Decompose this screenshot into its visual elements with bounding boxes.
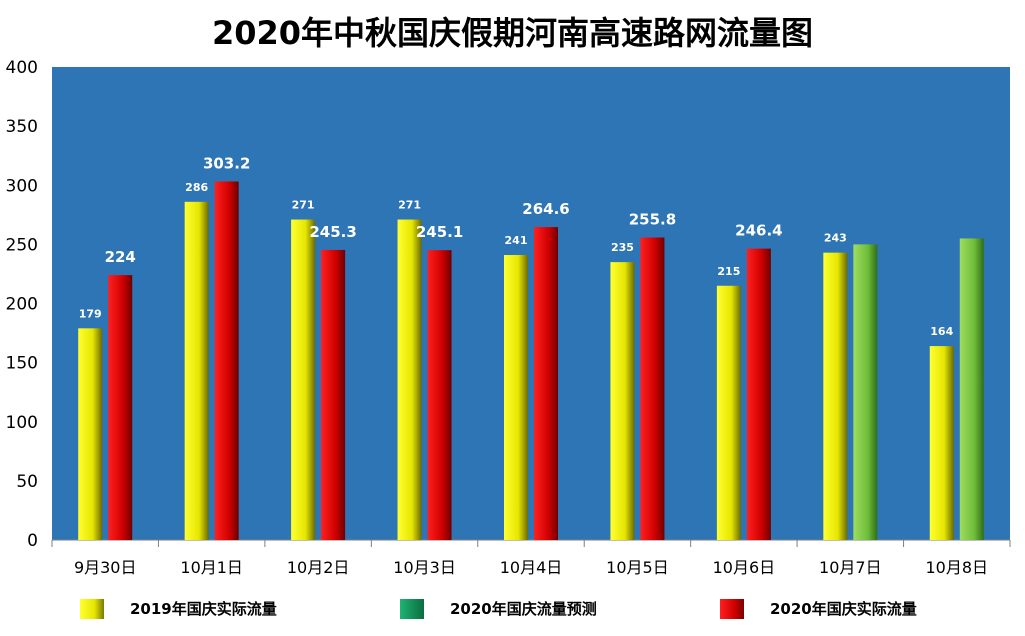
bar-2020-actual	[534, 227, 558, 540]
data-label-2020: 303.2	[203, 154, 250, 172]
bar-2019-actual	[504, 255, 528, 540]
y-tick-label: 100	[6, 413, 38, 433]
y-tick-label: 200	[6, 295, 38, 315]
data-label-2020: 264.6	[522, 200, 569, 218]
legend-label: 2020年国庆实际流量	[770, 600, 917, 618]
data-label-2019: 179	[79, 307, 102, 320]
data-label-2020: 245.3	[309, 223, 356, 241]
bar-2019-actual	[184, 201, 209, 540]
y-tick-label: 350	[6, 117, 38, 137]
legend-item-2020-forecast: 2020年国庆流量预测	[400, 598, 597, 619]
bar-2019-actual	[291, 219, 316, 541]
legend-swatch-red	[720, 598, 744, 619]
legend-label: 2019年国庆实际流量	[130, 600, 277, 618]
y-tick-label: 0	[27, 531, 38, 551]
y-tick-label: 150	[6, 354, 38, 374]
y-axis: 0 50 100 150 200 250 300 350 400	[6, 58, 1010, 551]
bar-2019-actual	[929, 346, 954, 540]
bar-chart: 0 50 100 150 200 250 300 350 400 9月30日 10月1日 10月2日…	[6, 58, 1011, 577]
bar-2019-actual	[78, 328, 103, 540]
x-tick-label: 10月3日	[393, 558, 456, 577]
data-label-2020: 246.4	[735, 222, 782, 240]
bar-2020-actual	[108, 275, 133, 540]
y-tick-label: 300	[6, 176, 38, 196]
legend-label: 2020年国庆流量预测	[450, 600, 597, 618]
data-label-2019: 164	[930, 325, 953, 338]
x-tick-label: 10月8日	[926, 558, 989, 577]
plot-area	[52, 67, 1010, 540]
x-axis: 9月30日 10月1日 10月2日 10月3日 10月4日 10月5日 10月6日 10月7日…	[51, 540, 1011, 577]
data-label-2019: 286	[185, 181, 208, 194]
bar-2019-actual	[823, 252, 848, 540]
legend-item-2020-actual: 2020年国庆实际流量	[720, 598, 917, 619]
bar-2020-actual	[427, 250, 452, 540]
bar-2020-actual	[321, 249, 346, 541]
data-labels: 179 224 286 303.2 271 245.3 271 245.1 241 264.6 23…	[79, 154, 954, 338]
data-label-2019: 215	[717, 265, 740, 278]
x-tick-label: 10月6日	[713, 558, 776, 577]
y-tick-label: 250	[6, 235, 38, 255]
y-tick-label: 400	[6, 58, 38, 78]
legend-item-2019-actual: 2019年国庆实际流量	[80, 598, 277, 619]
bar-2020-actual	[214, 181, 239, 540]
bar-2019-actual	[610, 262, 635, 540]
bar-2019-actual	[716, 285, 741, 540]
x-tick-label: 10月5日	[606, 558, 669, 577]
x-tick-label: 9月30日	[74, 558, 137, 577]
chart-title: 2020年中秋国庆假期河南高速路网流量图	[211, 14, 814, 52]
bar-2020-actual	[746, 248, 771, 540]
data-label-2020: 245.1	[416, 223, 463, 241]
bars	[78, 181, 984, 541]
legend-swatch-green	[400, 598, 424, 619]
data-label-2020: 224	[105, 248, 136, 266]
data-label-2019: 271	[398, 199, 421, 212]
x-tick-label: 10月2日	[287, 558, 350, 577]
data-label-2019: 271	[292, 199, 315, 212]
bar-2019-actual	[397, 219, 422, 541]
bar-2020-actual	[640, 237, 665, 541]
x-tick-label: 10月1日	[180, 558, 243, 577]
bar-2020-forecast	[959, 238, 984, 540]
bar-2020-forecast	[853, 244, 878, 540]
data-label-2020: 255.8	[629, 211, 676, 229]
x-tick-label: 10月7日	[819, 558, 882, 577]
data-label-2019: 241	[505, 234, 528, 247]
data-label-2019: 235	[611, 241, 634, 254]
y-tick-label: 50	[16, 472, 38, 492]
data-label-2019: 243	[824, 232, 847, 245]
legend-swatch-yellow	[80, 598, 104, 619]
x-tick-label: 10月4日	[500, 558, 563, 577]
